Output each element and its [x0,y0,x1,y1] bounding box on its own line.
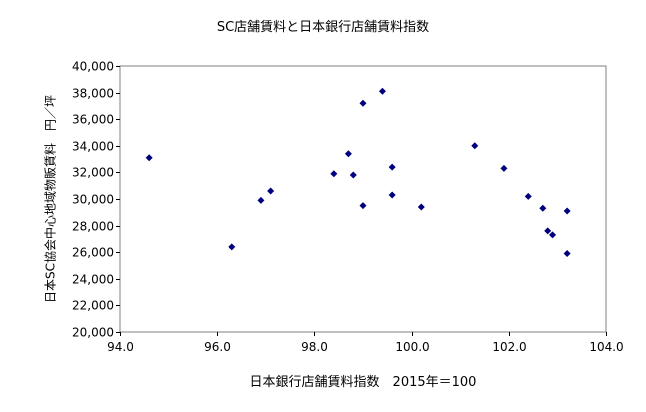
data-point [388,163,396,171]
y-tick-label: 24,000 [72,273,114,287]
chart-title: SC店舗賃料と日本銀行店舗賃料指数 [216,20,430,35]
data-point [378,87,386,95]
data-point [359,202,367,210]
y-tick-label: 40,000 [72,60,114,74]
data-point [417,203,425,211]
data-point [544,227,552,235]
data-point [524,192,532,200]
y-tick-label: 26,000 [72,246,114,260]
data-point [539,204,547,212]
data-point [549,231,557,239]
x-axis-label: 日本銀行店舗賃料指数 2015年＝100 [249,375,477,390]
y-tick-label: 28,000 [72,220,114,234]
y-tick-label: 22,000 [72,299,114,313]
y-tick-label: 36,000 [72,113,114,127]
data-point [471,142,479,150]
x-tick-label: 98.0 [301,340,328,354]
x-tick-label: 100.0 [395,340,429,354]
data-point [344,150,352,158]
data-point [500,164,508,172]
data-point [228,243,236,251]
y-tick-label: 20,000 [72,326,114,340]
data-point [359,99,367,107]
y-tick-label: 32,000 [72,166,114,180]
data-point [145,154,153,162]
x-tick-label: 96.0 [204,340,231,354]
data-point [388,191,396,199]
data-point [257,196,265,204]
data-point [330,170,338,178]
y-axis-label-container: 日本SC協会中心地域物販賃料 円／坪 [40,66,60,332]
x-tick-label: 94.0 [107,340,134,354]
data-point [563,207,571,215]
y-axis-label: 日本SC協会中心地域物販賃料 円／坪 [43,95,58,303]
data-point [267,187,275,195]
x-tick-label: 104.0 [589,340,623,354]
data-point [349,171,357,179]
x-tick-label: 102.0 [492,340,526,354]
y-tick-label: 38,000 [72,87,114,101]
data-point [563,250,571,258]
y-tick-label: 34,000 [72,140,114,154]
y-tick-label: 30,000 [72,193,114,207]
